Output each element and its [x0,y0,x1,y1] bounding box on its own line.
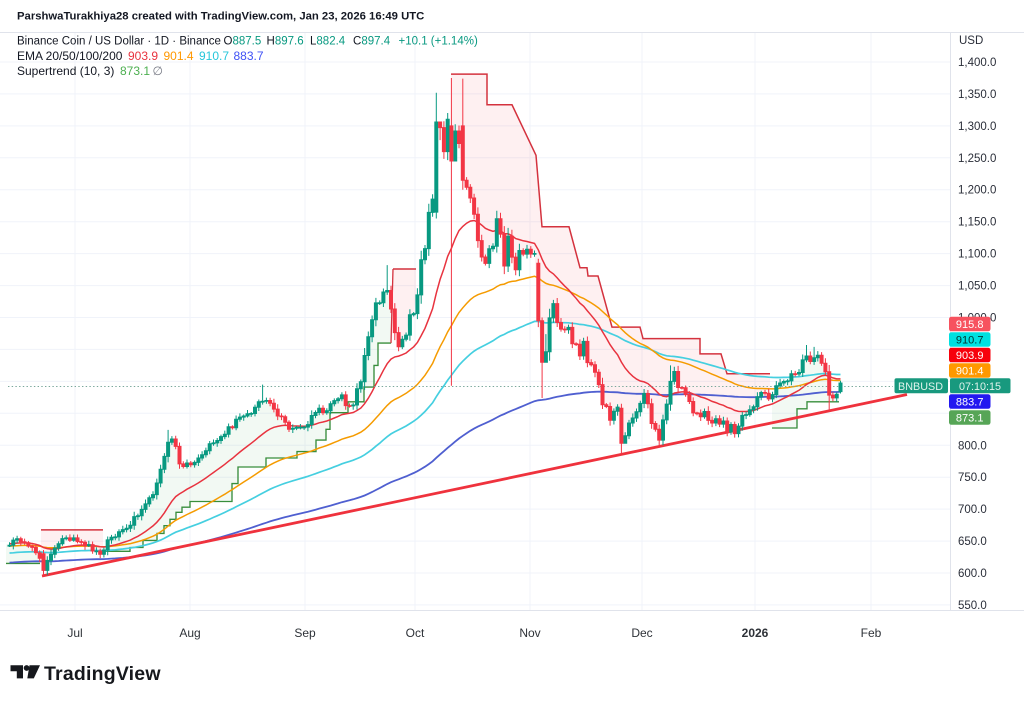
svg-text:Oct: Oct [406,626,425,640]
svg-text:873.1: 873.1 [956,412,984,424]
svg-text:901.4: 901.4 [956,365,984,377]
svg-text:Binance Coin / US Dollar · 1D: Binance Coin / US Dollar · 1D · Binance O… [17,36,478,48]
svg-text:BNBUSD: BNBUSD [898,381,943,393]
svg-text:Feb: Feb [861,626,882,640]
svg-text:1,150.0: 1,150.0 [958,217,996,229]
svg-text:1,250.0: 1,250.0 [958,153,996,165]
svg-text:700.0: 700.0 [958,504,987,516]
svg-text:07:10:15: 07:10:15 [959,381,1001,393]
svg-text:Supertrend (10, 3)873.1∅: Supertrend (10, 3) 873.1 ∅ [17,64,163,78]
svg-text:800.0: 800.0 [958,440,987,452]
svg-text:1,100.0: 1,100.0 [958,249,996,261]
svg-text:Aug: Aug [179,626,200,640]
svg-text:USD: USD [959,35,983,47]
svg-text:1,400.0: 1,400.0 [958,57,996,69]
svg-text:ParshwaTurakhiya28 created wit: ParshwaTurakhiya28 created with TradingV… [17,11,424,23]
svg-text:Jul: Jul [67,626,82,640]
svg-text:1,300.0: 1,300.0 [958,121,996,133]
svg-text:Dec: Dec [631,626,652,640]
svg-text:910.7: 910.7 [956,334,984,346]
svg-text:Sep: Sep [294,626,316,640]
svg-text:650.0: 650.0 [958,536,987,548]
svg-text:915.8: 915.8 [956,319,984,331]
svg-text:TradingView: TradingView [44,663,161,685]
svg-text:550.0: 550.0 [958,600,987,612]
svg-text:600.0: 600.0 [958,568,987,580]
svg-text:903.9: 903.9 [956,350,984,362]
svg-text:Nov: Nov [519,626,540,640]
svg-text:1,350.0: 1,350.0 [958,89,996,101]
svg-text:1,050.0: 1,050.0 [958,281,996,293]
svg-text:750.0: 750.0 [958,472,987,484]
svg-text:883.7: 883.7 [956,396,984,408]
svg-text:1,200.0: 1,200.0 [958,185,996,197]
svg-text:2026: 2026 [742,626,769,640]
